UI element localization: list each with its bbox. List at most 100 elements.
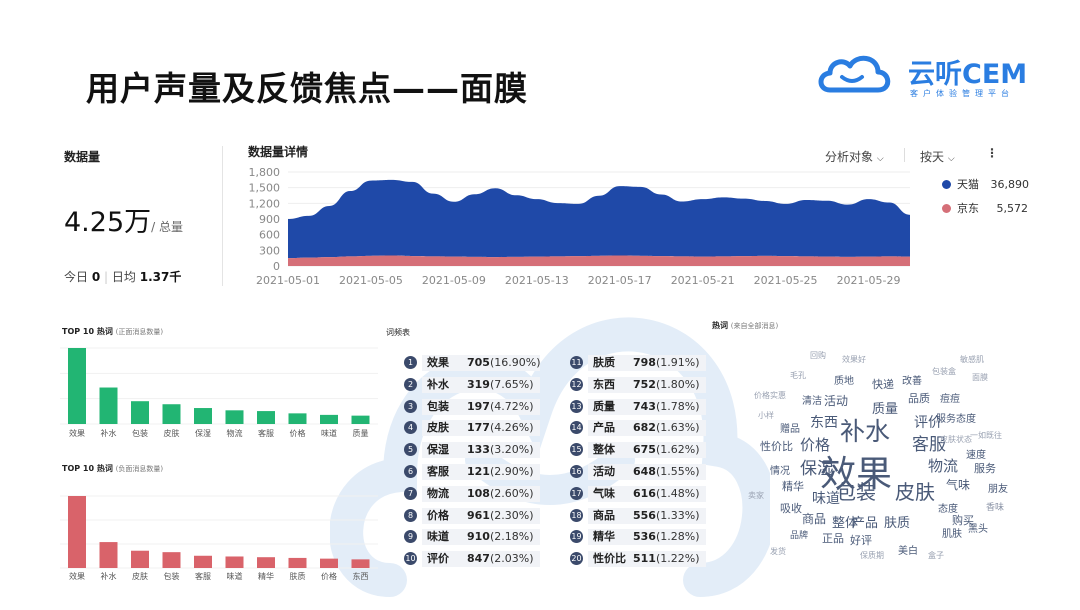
cloud-word[interactable]: 黑头	[968, 524, 988, 535]
cloud-word[interactable]: 皮肤	[895, 480, 935, 504]
cloud-word[interactable]: 服务态度	[936, 414, 976, 425]
cloud-word[interactable]: 品质	[908, 392, 930, 405]
cloud-word[interactable]: 物流	[928, 457, 959, 475]
freq-table-row[interactable]: 8 价格 961(2.30%)	[404, 507, 534, 529]
cloud-word[interactable]: 效果	[820, 454, 893, 495]
bar[interactable]	[131, 550, 149, 568]
bar[interactable]	[99, 542, 118, 568]
cloud-word[interactable]: 卖家	[748, 491, 764, 500]
cloud-word[interactable]: 效果好	[842, 355, 866, 364]
bar[interactable]	[351, 415, 370, 424]
cloud-word[interactable]: 购买	[952, 514, 974, 527]
cloud-word[interactable]: 包装盒	[932, 367, 956, 376]
cloud-word[interactable]: 性价比	[760, 440, 793, 453]
cloud-word[interactable]: 质地	[834, 376, 854, 387]
freq-table-row[interactable]: 11 肤质 798(1.91%)	[570, 354, 700, 376]
cloud-word[interactable]: 客服	[912, 435, 946, 455]
cloud-word[interactable]: 包装	[836, 480, 876, 504]
freq-table-row[interactable]: 17 气味 616(1.48%)	[570, 485, 700, 507]
cloud-word[interactable]: 毛孔	[790, 371, 806, 380]
freq-table-row[interactable]: 13 质量 743(1.78%)	[570, 398, 700, 420]
bar[interactable]	[68, 348, 86, 424]
bar[interactable]	[68, 496, 86, 568]
cloud-word[interactable]: 质量	[872, 402, 899, 417]
freq-table-row[interactable]: 6 客服 121(2.90%)	[404, 463, 534, 485]
freq-table-row[interactable]: 4 皮肤 177(4.26%)	[404, 419, 534, 441]
cloud-word[interactable]: 肌肤	[942, 529, 962, 540]
cloud-word[interactable]: 面膜	[972, 373, 988, 382]
cloud-word[interactable]: 好评	[850, 534, 872, 547]
cloud-word[interactable]: 保湿	[800, 459, 834, 479]
freq-table-row[interactable]: 14 产品 682(1.63%)	[570, 419, 700, 441]
cloud-word[interactable]: 快递	[872, 378, 894, 391]
cloud-word[interactable]: 品牌	[790, 531, 809, 541]
cloud-word[interactable]: 精华	[782, 480, 804, 493]
bar[interactable]	[320, 414, 338, 424]
cloud-word[interactable]: 敏感肌	[960, 355, 984, 364]
cloud-word[interactable]: 正品	[822, 532, 844, 545]
cloud-word[interactable]: 一如既往	[970, 431, 1002, 440]
cloud-word[interactable]: 态度	[938, 504, 958, 515]
more-options-icon[interactable]: ⋮	[986, 146, 998, 160]
cloud-word[interactable]: 活动	[824, 394, 849, 408]
cloud-word[interactable]: 朋友	[988, 484, 1008, 495]
cloud-word[interactable]: 东西	[810, 415, 838, 431]
bar[interactable]	[162, 404, 181, 424]
bar[interactable]	[99, 387, 118, 424]
bar[interactable]	[162, 552, 181, 568]
freq-table-row[interactable]: 1 效果 705(16.90%)	[404, 354, 541, 376]
period-dropdown[interactable]: 按天 ⌵	[920, 148, 955, 165]
bar[interactable]	[131, 401, 149, 424]
freq-table-row[interactable]: 16 活动 648(1.55%)	[570, 463, 700, 485]
cloud-word[interactable]: 商品	[802, 512, 827, 526]
analysis-target-dropdown[interactable]: 分析对象 ⌵	[825, 148, 884, 165]
cloud-word[interactable]: 发货	[770, 547, 786, 556]
legend-tmall[interactable]: 天猫 36,890	[942, 176, 1029, 192]
freq-table-row[interactable]: 7 物流 108(2.60%)	[404, 485, 534, 507]
freq-table-row[interactable]: 10 评价 847(2.03%)	[404, 550, 534, 572]
freq-table-row[interactable]: 2 补水 319(7.65%)	[404, 376, 534, 398]
bar[interactable]	[320, 558, 338, 568]
cloud-word[interactable]: 服务	[974, 462, 996, 475]
freq-table-row[interactable]: 9 味道 910(2.18%)	[404, 528, 534, 550]
cloud-word[interactable]: 吸收	[780, 502, 802, 515]
freq-table-row[interactable]: 5 保湿 133(3.20%)	[404, 441, 534, 463]
cloud-word[interactable]: 气味	[946, 478, 971, 492]
cloud-word[interactable]: 回购	[810, 351, 826, 360]
freq-table-row[interactable]: 19 精华 536(1.28%)	[570, 528, 700, 550]
freq-table-row[interactable]: 3 包装 197(4.72%)	[404, 398, 534, 420]
bar[interactable]	[257, 557, 275, 568]
legend-jd[interactable]: 京东 5,572	[942, 200, 1028, 216]
freq-table-row[interactable]: 18 商品 556(1.33%)	[570, 507, 700, 529]
bar[interactable]	[225, 556, 244, 568]
cloud-word[interactable]: 皮肤状态	[940, 435, 972, 444]
cloud-word[interactable]: 改善	[902, 376, 922, 387]
bar[interactable]	[351, 559, 370, 568]
cloud-word[interactable]: 美白	[898, 546, 918, 557]
freq-table-row[interactable]: 12 东西 752(1.80%)	[570, 376, 700, 398]
cloud-word[interactable]: 痘痘	[940, 394, 960, 405]
cloud-word[interactable]: 补水	[840, 417, 891, 446]
bar[interactable]	[257, 411, 275, 424]
cloud-word[interactable]: 产品	[852, 516, 879, 531]
cloud-word[interactable]: 评价	[914, 415, 942, 431]
cloud-word[interactable]: 小样	[758, 411, 774, 420]
bar[interactable]	[225, 410, 244, 424]
cloud-word[interactable]: 香味	[986, 503, 1005, 513]
cloud-word[interactable]: 价格	[800, 436, 831, 454]
cloud-word[interactable]: 盒子	[928, 551, 944, 560]
cloud-word[interactable]: 速度	[966, 450, 986, 461]
cloud-word[interactable]: 情况	[770, 466, 790, 477]
cloud-word[interactable]: 清洁	[802, 396, 822, 407]
bar[interactable]	[288, 413, 307, 424]
bar[interactable]	[194, 555, 212, 568]
cloud-word[interactable]: 赠品	[780, 424, 800, 435]
cloud-word[interactable]: 保质期	[860, 551, 884, 560]
bar[interactable]	[194, 408, 212, 424]
freq-table-row[interactable]: 20 性价比 511(1.22%)	[570, 550, 700, 572]
bar[interactable]	[288, 557, 307, 568]
cloud-word[interactable]: 肤质	[884, 516, 911, 531]
cloud-word[interactable]: 整体	[832, 516, 859, 531]
cloud-word[interactable]: 味道	[812, 491, 840, 507]
freq-table-row[interactable]: 15 整体 675(1.62%)	[570, 441, 700, 463]
